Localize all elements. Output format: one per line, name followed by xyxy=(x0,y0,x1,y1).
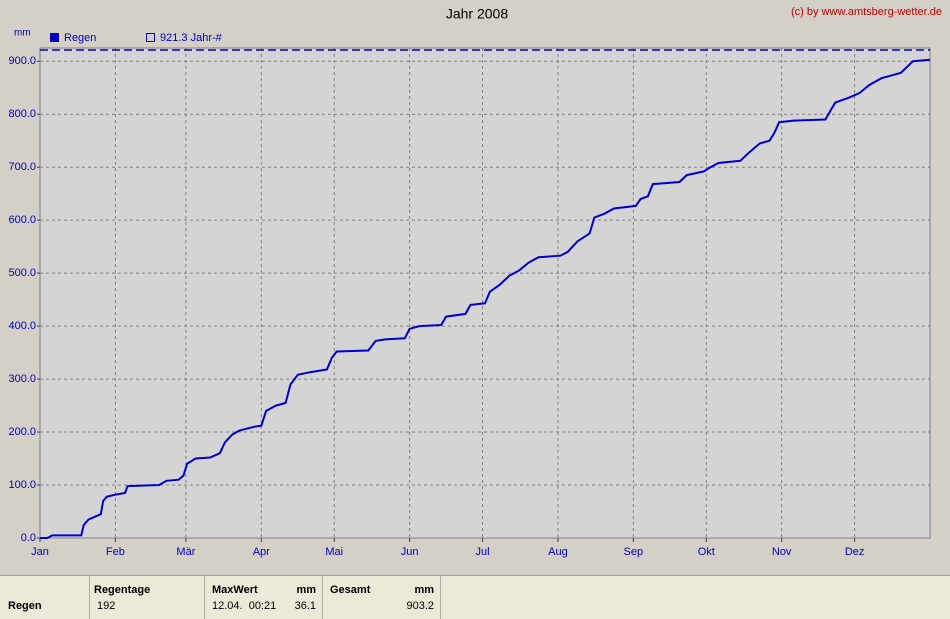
x-tick-label: Jul xyxy=(476,546,490,558)
header: Regentage xyxy=(94,584,151,596)
date: 12.04. 00:21 xyxy=(212,600,277,612)
legend-label: Regen xyxy=(64,32,96,44)
x-tick-label: Aug xyxy=(548,546,568,558)
legend-swatch xyxy=(146,33,155,42)
x-tick-label: Mai xyxy=(325,546,343,558)
row-label: Regen xyxy=(8,600,42,612)
header: MaxWert xyxy=(212,584,258,596)
chart-title: Jahr 2008 xyxy=(446,6,508,22)
cell: Regen xyxy=(0,576,90,619)
stats-panel: Regen Regentage 192 MaxWert mm 12.04. 00… xyxy=(0,575,950,619)
y-tick-label: 300.0 xyxy=(8,373,36,385)
y-tick-label: 600.0 xyxy=(8,214,36,226)
chart: Jahr 2008 (c) by www.amtsberg-wetter.de … xyxy=(8,6,942,558)
y-tick-label: 800.0 xyxy=(8,108,36,120)
x-tick-label: Nov xyxy=(772,546,792,558)
header: Gesamt xyxy=(330,584,371,596)
x-tick-label: Sep xyxy=(624,546,644,558)
y-tick-label: 200.0 xyxy=(8,426,36,438)
x-tick-label: Apr xyxy=(253,546,270,558)
value: 903.2 xyxy=(406,600,434,612)
cell: MaxWert mm 12.04. 00:21 36.1 xyxy=(205,576,323,619)
y-tick-label: 700.0 xyxy=(8,161,36,173)
x-tick-label: Dez xyxy=(845,546,865,558)
unit: mm xyxy=(296,584,316,596)
cell: Regentage 192 xyxy=(90,576,205,619)
x-tick-label: Feb xyxy=(106,546,125,558)
data-line xyxy=(40,58,931,539)
x-tick-label: Jun xyxy=(401,546,419,558)
credit: (c) by www.amtsberg-wetter.de xyxy=(791,6,942,18)
y-tick-label: 400.0 xyxy=(8,320,36,332)
y-tick-label: 500.0 xyxy=(8,267,36,279)
y-tick-label: 0.0 xyxy=(21,532,36,544)
y-axis-label: mm xyxy=(14,28,31,39)
x-tick-label: Jan xyxy=(31,546,49,558)
x-tick-label: Okt xyxy=(698,546,715,558)
legend-swatch xyxy=(50,33,59,42)
value: 36.1 xyxy=(294,600,316,612)
value: 192 xyxy=(97,600,116,612)
unit: mm xyxy=(414,584,434,596)
y-tick-label: 100.0 xyxy=(8,479,36,491)
legend-label: 921.3 Jahr-# xyxy=(160,32,223,44)
y-tick-label: 900.0 xyxy=(8,55,36,67)
x-tick-label: Mär xyxy=(176,546,195,558)
cell: Gesamt mm 903.2 xyxy=(323,576,441,619)
